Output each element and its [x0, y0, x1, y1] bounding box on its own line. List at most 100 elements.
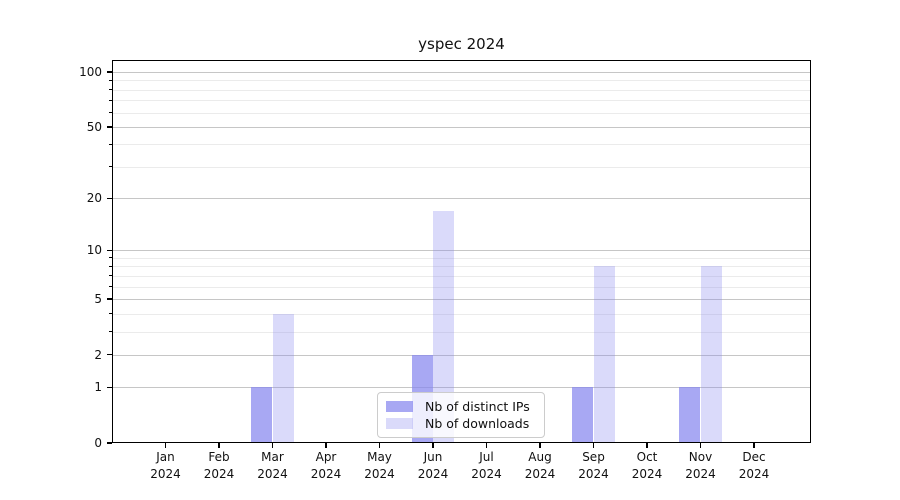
y-minor-tick-mark	[109, 265, 112, 267]
x-tick-label: Dec 2024	[724, 449, 784, 482]
major-gridline	[113, 298, 810, 300]
x-tick-year: 2024	[203, 466, 235, 481]
y-tick-mark	[107, 126, 112, 128]
x-tick-year: 2024	[471, 466, 502, 481]
x-tick-mark	[539, 443, 541, 448]
minor-gridline	[113, 144, 810, 146]
x-tick-month: Feb	[208, 450, 230, 464]
y-minor-tick-mark	[109, 166, 112, 168]
y-tick-mark	[107, 298, 112, 300]
x-tick-label: Apr 2024	[296, 449, 356, 482]
y-tick-mark	[107, 197, 112, 199]
minor-gridline	[113, 100, 810, 102]
x-tick-month: Jul	[479, 450, 494, 464]
major-gridline	[113, 198, 810, 200]
x-tick-mark	[699, 443, 702, 448]
y-minor-tick-mark	[109, 257, 112, 259]
x-tick-month: Dec	[742, 450, 766, 464]
x-tick-month: Jan	[156, 450, 175, 464]
x-tick-mark	[592, 443, 595, 448]
x-tick-year: 2024	[631, 466, 663, 481]
x-tick-label: Nov 2024	[671, 449, 731, 482]
plot-area	[112, 60, 811, 443]
x-tick-month: May	[367, 450, 392, 464]
x-tick-month: Mar	[261, 450, 284, 464]
major-gridline	[113, 72, 810, 73]
y-tick-label: 2	[94, 347, 102, 362]
minor-gridline	[113, 257, 810, 259]
x-tick-mark	[271, 443, 274, 448]
x-tick-month: Jun	[423, 450, 443, 464]
x-tick-mark	[325, 443, 327, 448]
legend-label: Nb of distinct IPs	[425, 399, 530, 414]
x-tick-year: 2024	[685, 466, 716, 481]
major-gridline	[113, 126, 810, 128]
x-tick-label: Aug 2024	[510, 449, 570, 482]
x-tick-year: 2024	[524, 466, 556, 481]
y-minor-tick-mark	[109, 275, 112, 277]
x-tick-year: 2024	[364, 466, 395, 481]
x-tick-label: Jan 2024	[136, 449, 196, 482]
y-tick-mark	[107, 386, 112, 388]
y-minor-tick-mark	[109, 286, 112, 288]
legend-label: Nb of downloads	[425, 416, 530, 431]
x-tick-year: 2024	[417, 466, 449, 481]
y-tick-label: 20	[86, 191, 102, 206]
bar-distinct-ips	[679, 387, 701, 443]
legend-swatch-distinct-ips-icon	[386, 401, 413, 412]
x-tick-month: Sep	[582, 450, 605, 464]
x-tick-year: 2024	[578, 466, 609, 481]
y-tick-label: 100	[79, 65, 102, 79]
minor-gridline	[113, 89, 810, 91]
bar-downloads	[433, 210, 455, 443]
y-tick-mark	[107, 354, 112, 356]
x-tick-mark	[432, 443, 434, 448]
y-tick-mark	[107, 442, 112, 444]
major-gridline	[113, 354, 810, 356]
y-tick-label: 0	[94, 436, 102, 450]
x-tick-mark	[485, 443, 488, 448]
x-tick-label: Sep 2024	[564, 449, 624, 482]
x-tick-year: 2024	[257, 466, 288, 481]
x-tick-label: Feb 2024	[189, 449, 249, 482]
minor-gridline	[113, 275, 810, 277]
x-tick-mark	[164, 443, 167, 448]
bar-distinct-ips	[572, 387, 594, 443]
minor-gridline	[113, 112, 810, 114]
x-tick-label: Oct 2024	[617, 449, 677, 482]
legend-swatch-downloads-icon	[386, 418, 413, 429]
legend-item-downloads: Nb of downloads	[386, 416, 536, 431]
y-minor-tick-mark	[109, 89, 112, 91]
minor-gridline	[113, 286, 810, 288]
x-tick-label: May 2024	[350, 449, 410, 482]
bar-downloads	[700, 266, 722, 443]
x-tick-month: Oct	[636, 450, 658, 464]
x-tick-label: Jun 2024	[403, 449, 463, 482]
minor-gridline	[113, 266, 810, 268]
y-minor-tick-mark	[109, 331, 112, 333]
y-tick-label: 5	[94, 291, 102, 306]
legend-item-distinct-ips: Nb of distinct IPs	[386, 399, 536, 414]
x-tick-month: Nov	[688, 450, 713, 464]
x-tick-month: Aug	[528, 450, 552, 464]
y-tick-mark	[107, 71, 112, 73]
x-tick-year: 2024	[738, 466, 770, 481]
y-tick-mark	[107, 249, 112, 251]
y-minor-tick-mark	[109, 313, 112, 315]
bar-downloads	[593, 266, 615, 443]
major-gridline	[113, 387, 810, 389]
x-tick-mark	[646, 443, 648, 448]
x-tick-year: 2024	[150, 466, 181, 481]
legend: Nb of distinct IPs Nb of downloads	[377, 392, 545, 438]
minor-gridline	[113, 166, 810, 168]
y-tick-label: 50	[86, 119, 102, 134]
minor-gridline	[113, 313, 810, 315]
x-tick-mark	[378, 443, 381, 448]
major-gridline	[113, 250, 810, 252]
chart-title: yspec 2024	[418, 35, 505, 53]
y-minor-tick-mark	[109, 143, 112, 145]
x-tick-mark	[753, 443, 755, 448]
y-tick-label: 10	[86, 243, 102, 258]
y-minor-tick-mark	[109, 99, 112, 101]
